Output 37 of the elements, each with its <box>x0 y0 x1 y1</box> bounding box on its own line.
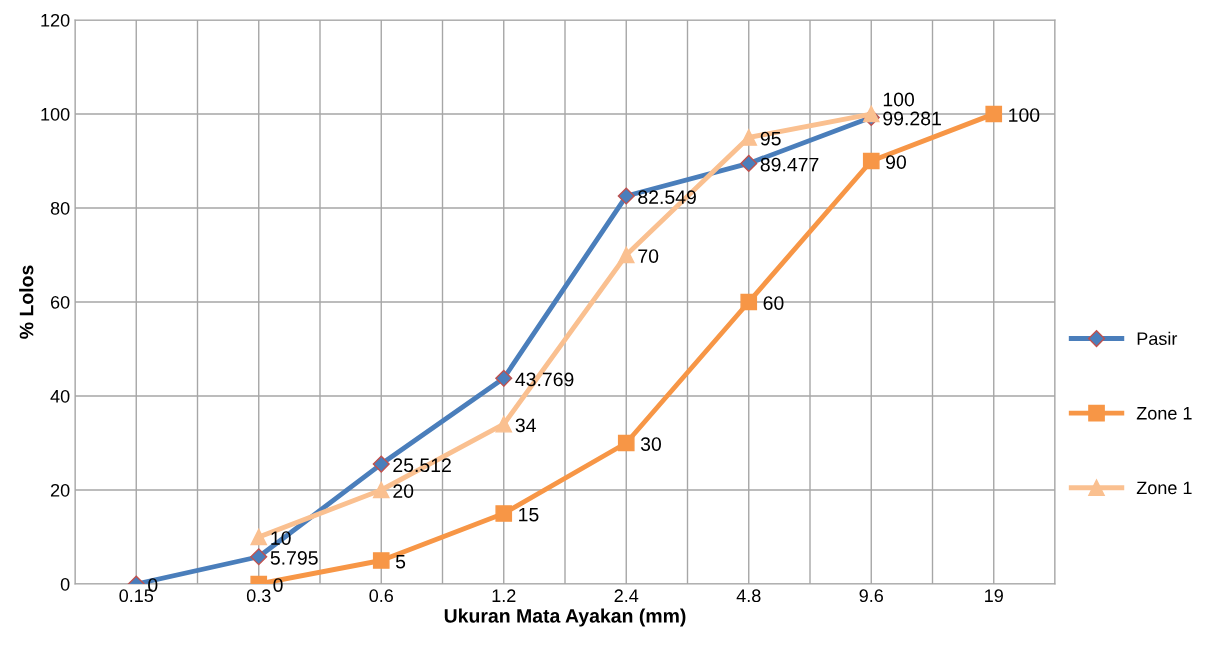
data-label: 89.477 <box>760 157 819 172</box>
data-label: 34 <box>515 418 536 433</box>
data-label: 25.512 <box>393 458 451 473</box>
x-tick-label: 9.6 <box>859 589 884 603</box>
y-tick-label: 0 <box>60 577 70 591</box>
data-label: 95 <box>760 131 781 146</box>
legend-label: Pasir <box>1137 331 1178 346</box>
data-label: 5 <box>395 554 406 569</box>
x-axis-title: Ukuran Mata Ayakan (mm) <box>444 608 686 627</box>
data-label: 70 <box>638 249 659 263</box>
data-label: 43.769 <box>515 372 574 387</box>
x-tick-label: 2.4 <box>614 589 639 602</box>
data-label: 20 <box>393 484 414 498</box>
y-tick-label: 80 <box>50 201 70 215</box>
data-label: 82.549 <box>638 190 696 205</box>
legend-label: Zone 1 <box>1136 481 1192 495</box>
y-tick-label: 40 <box>50 389 70 403</box>
y-tick-label: 20 <box>50 483 70 497</box>
x-tick-label: 19 <box>985 589 1003 603</box>
data-label: 90 <box>886 155 907 169</box>
data-label: 100 <box>883 92 915 107</box>
data-label: 99.281 <box>883 111 941 126</box>
x-tick-label: 4.8 <box>736 589 761 603</box>
data-label: 60 <box>763 296 784 310</box>
y-tick-label: 100 <box>41 107 70 121</box>
data-label: 15 <box>519 507 539 522</box>
y-tick-label: 60 <box>50 295 70 309</box>
legend-label: Zone 1 <box>1136 407 1192 420</box>
y-tick-label: 120 <box>41 13 70 27</box>
data-label: 100 <box>1009 108 1040 122</box>
data-label: 30 <box>640 437 662 451</box>
data-label: 5.795 <box>270 550 318 565</box>
x-tick-label: 0.3 <box>246 589 271 603</box>
data-label: 0 <box>273 578 283 592</box>
x-tick-label: 0.6 <box>369 589 394 603</box>
x-tick-label: 1.2 <box>492 589 516 602</box>
y-axis-title: % Lolos <box>19 265 34 339</box>
